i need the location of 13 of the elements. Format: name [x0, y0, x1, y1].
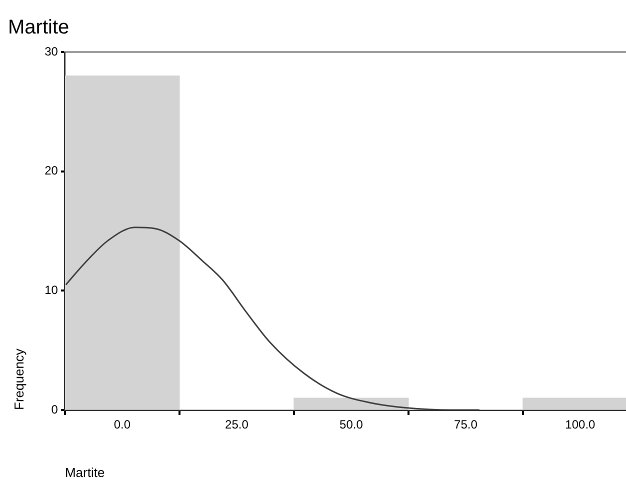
chart-title: Martite — [8, 16, 70, 39]
x-tick-label: 50.0 — [340, 418, 364, 432]
x-tick-label: 100.0 — [565, 418, 596, 432]
y-tick-label: 30 — [44, 44, 58, 58]
y-axis-title: Frequency — [11, 348, 26, 410]
x-axis-title: Martite — [64, 464, 105, 480]
y-tick-label: 10 — [44, 282, 58, 297]
y-tick-label: 0 — [51, 402, 58, 416]
x-tick-label: 75.0 — [454, 418, 478, 432]
x-tick-label: 25.0 — [225, 418, 249, 432]
y-tick-label: 20 — [44, 164, 58, 178]
line-series — [65, 226, 480, 410]
x-tick-label: 0.0 — [114, 418, 131, 432]
